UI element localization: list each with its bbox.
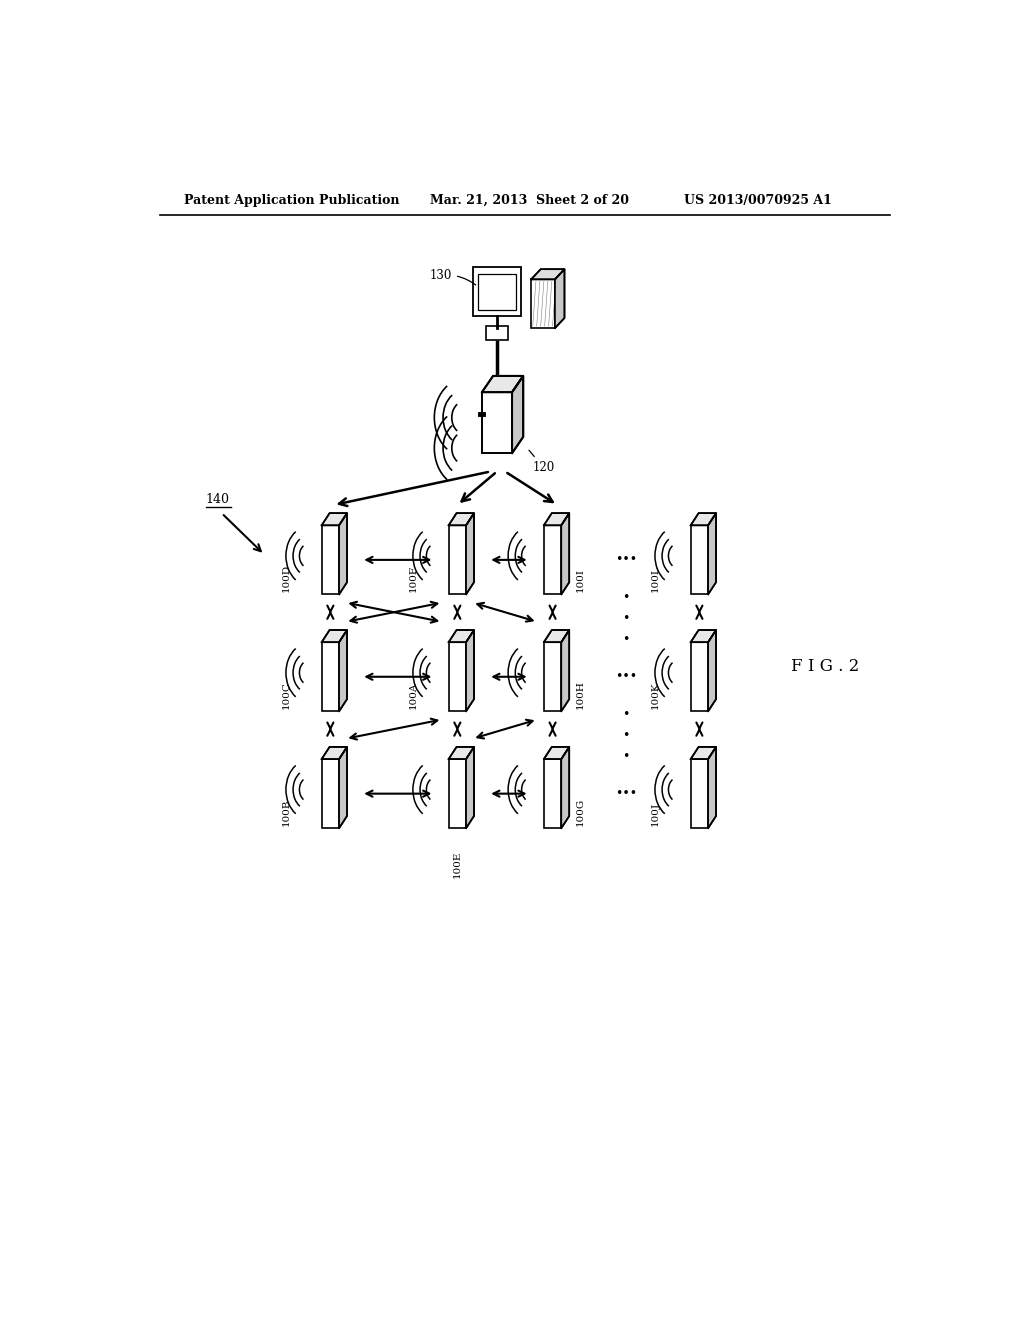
Polygon shape xyxy=(531,269,564,280)
Polygon shape xyxy=(322,513,347,525)
Polygon shape xyxy=(449,630,474,643)
Bar xyxy=(486,326,508,341)
Polygon shape xyxy=(512,376,523,453)
Polygon shape xyxy=(466,513,474,594)
Polygon shape xyxy=(449,747,474,759)
Text: F I G . 2: F I G . 2 xyxy=(791,659,859,675)
Text: 100F: 100F xyxy=(409,565,418,593)
Polygon shape xyxy=(339,513,347,594)
Bar xyxy=(690,643,709,711)
Bar xyxy=(482,392,512,453)
Polygon shape xyxy=(339,747,347,828)
Text: US 2013/0070925 A1: US 2013/0070925 A1 xyxy=(684,194,831,207)
Bar xyxy=(478,275,516,310)
Polygon shape xyxy=(709,630,716,711)
Text: 100A: 100A xyxy=(409,682,418,709)
Polygon shape xyxy=(544,630,569,643)
Polygon shape xyxy=(322,630,347,643)
Text: 100B: 100B xyxy=(282,799,291,826)
Polygon shape xyxy=(690,513,716,525)
Polygon shape xyxy=(339,630,347,711)
Bar xyxy=(322,643,339,711)
Polygon shape xyxy=(449,513,474,525)
Polygon shape xyxy=(466,630,474,711)
Polygon shape xyxy=(466,747,474,828)
Polygon shape xyxy=(544,513,569,525)
Polygon shape xyxy=(561,513,569,594)
Text: •••: ••• xyxy=(615,553,637,566)
Text: 100J: 100J xyxy=(651,803,660,826)
Text: •••: ••• xyxy=(615,787,637,800)
Text: •••: ••• xyxy=(615,671,637,684)
Text: 100H: 100H xyxy=(575,680,585,709)
Text: •
•
•: • • • xyxy=(623,591,630,645)
Polygon shape xyxy=(709,513,716,594)
Bar xyxy=(544,643,561,711)
Bar xyxy=(449,643,466,711)
Bar xyxy=(449,525,466,594)
Polygon shape xyxy=(561,747,569,828)
Polygon shape xyxy=(561,630,569,711)
Polygon shape xyxy=(544,747,569,759)
Text: Patent Application Publication: Patent Application Publication xyxy=(183,194,399,207)
Bar xyxy=(322,759,339,828)
Text: 100K: 100K xyxy=(651,681,660,709)
Polygon shape xyxy=(322,747,347,759)
Bar xyxy=(473,267,521,315)
Polygon shape xyxy=(482,376,523,392)
Polygon shape xyxy=(555,269,564,329)
Text: Mar. 21, 2013  Sheet 2 of 20: Mar. 21, 2013 Sheet 2 of 20 xyxy=(430,194,629,207)
Bar xyxy=(449,759,466,828)
Polygon shape xyxy=(690,747,716,759)
Polygon shape xyxy=(709,747,716,828)
Bar xyxy=(690,525,709,594)
Bar xyxy=(544,759,561,828)
Text: 130: 130 xyxy=(430,268,476,285)
Polygon shape xyxy=(690,630,716,643)
Text: 100L: 100L xyxy=(651,566,660,593)
Bar xyxy=(531,280,555,329)
Text: 100G: 100G xyxy=(575,797,585,826)
Text: •
•
•: • • • xyxy=(623,708,630,763)
Text: 100D: 100D xyxy=(282,564,291,593)
Bar xyxy=(544,525,561,594)
Text: 100E: 100E xyxy=(453,850,462,878)
Bar xyxy=(322,525,339,594)
Bar xyxy=(690,759,709,828)
Text: 140: 140 xyxy=(206,492,229,506)
Text: 120: 120 xyxy=(529,450,555,474)
Text: 100I: 100I xyxy=(575,569,585,593)
Text: 100C: 100C xyxy=(282,681,291,709)
